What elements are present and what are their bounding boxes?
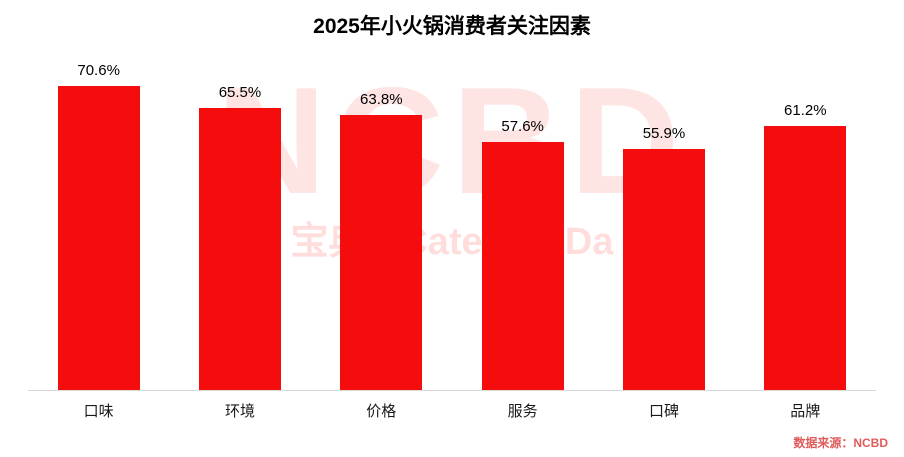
bar-value-label: 70.6% — [77, 62, 120, 79]
bar — [764, 126, 847, 390]
bar — [622, 149, 705, 390]
bar-value-label: 63.8% — [360, 91, 403, 108]
bar — [198, 108, 281, 390]
x-axis-label: 口碑 — [648, 403, 679, 420]
bar-slot: 57.6% — [452, 118, 593, 390]
bar-value-label: 57.6% — [501, 118, 544, 135]
x-axis-label: 环境 — [224, 403, 255, 420]
bar-slot: 65.5% — [169, 84, 310, 390]
bar-slot: 70.6% — [28, 62, 169, 390]
plot-area: 70.6% 65.5% 63.8% 57.6% 55.9% 61.2% — [28, 58, 876, 391]
bar-slot: 55.9% — [593, 125, 734, 390]
bar — [340, 115, 423, 390]
x-axis-label: 服务 — [507, 403, 538, 420]
x-axis-label: 口味 — [83, 403, 114, 420]
bar-value-label: 55.9% — [642, 125, 686, 142]
chart-title: 2025年小火锅消费者关注因素 — [313, 15, 591, 38]
x-axis-label: 品牌 — [790, 403, 821, 420]
bar — [57, 86, 140, 390]
bar-slot: 61.2% — [735, 102, 876, 390]
data-source-note: 数据来源：NCBD — [793, 436, 888, 450]
x-axis-labels: 口味 环境 价格 服务 口碑 品牌 — [28, 400, 876, 421]
bar — [481, 142, 564, 390]
x-axis-label: 价格 — [366, 403, 397, 420]
bar-value-label: 61.2% — [784, 102, 827, 119]
bar-value-label: 65.5% — [218, 84, 262, 101]
bar-slot: 63.8% — [311, 91, 452, 390]
